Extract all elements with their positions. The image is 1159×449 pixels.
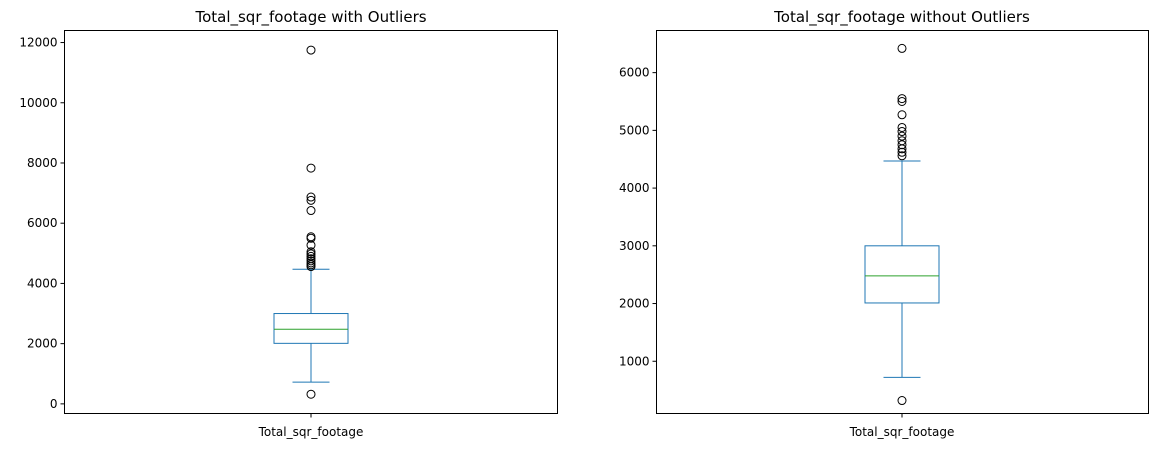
box-plot: [864, 43, 940, 406]
outlier-point: [306, 258, 316, 268]
outlier-point: [306, 192, 316, 202]
y-tick-label: 1000: [619, 354, 650, 368]
outlier-point: [306, 256, 316, 266]
iqr-box: [864, 245, 940, 304]
outlier-point: [897, 140, 907, 150]
y-tick-label: 4000: [619, 181, 650, 195]
y-tick-label: 6000: [619, 66, 650, 80]
iqr-box: [273, 313, 349, 344]
box-plot: [273, 45, 349, 399]
y-tick-label: 10000: [19, 96, 57, 110]
outlier-point: [306, 389, 316, 399]
outlier-point: [306, 247, 316, 257]
plot-frame: [656, 30, 1149, 414]
y-tick-label: 5000: [619, 123, 650, 137]
outlier-point: [897, 122, 907, 132]
outlier-point: [306, 195, 316, 205]
outlier-point: [306, 163, 316, 173]
y-tick-label: 0: [50, 397, 58, 411]
chart-title: Total_sqr_footage without Outliers: [773, 8, 1030, 27]
x-tick-label: Total_sqr_footage: [258, 425, 364, 439]
outlier-point: [306, 249, 316, 259]
outlier-point: [897, 94, 907, 104]
chart-with-outliers: Total_sqr_footage with Outliers Total_sq…: [19, 8, 558, 439]
y-tick-label: 2000: [619, 297, 650, 311]
outlier-point: [306, 254, 316, 264]
outlier-point: [897, 131, 907, 141]
outlier-point: [306, 232, 316, 242]
chart-without-outliers: Total_sqr_footage without Outliers Total…: [619, 8, 1149, 439]
outlier-point: [897, 396, 907, 406]
y-tick-label: 4000: [27, 276, 58, 290]
y-tick-label: 2000: [27, 337, 58, 351]
chart-title: Total_sqr_footage with Outliers: [194, 8, 426, 27]
outlier-point: [897, 43, 907, 53]
outlier-point: [897, 110, 907, 120]
plot-frame: [64, 30, 558, 414]
y-axis: 0 2000 4000 6000 8000 10000 12000: [19, 36, 312, 418]
outlier-point: [897, 127, 907, 137]
outlier-point: [897, 97, 907, 107]
outlier-point: [897, 151, 907, 161]
outlier-point: [897, 136, 907, 146]
y-tick-label: 3000: [619, 239, 650, 253]
y-tick-label: 12000: [19, 36, 57, 50]
y-tick-label: 6000: [27, 216, 58, 230]
y-tick-label: 8000: [27, 156, 58, 170]
y-axis: 1000 2000 3000 4000 5000 6000: [619, 66, 903, 418]
outlier-point: [306, 206, 316, 216]
outlier-point: [306, 45, 316, 55]
outlier-point: [306, 251, 316, 261]
x-tick-label: Total_sqr_footage: [849, 425, 955, 439]
